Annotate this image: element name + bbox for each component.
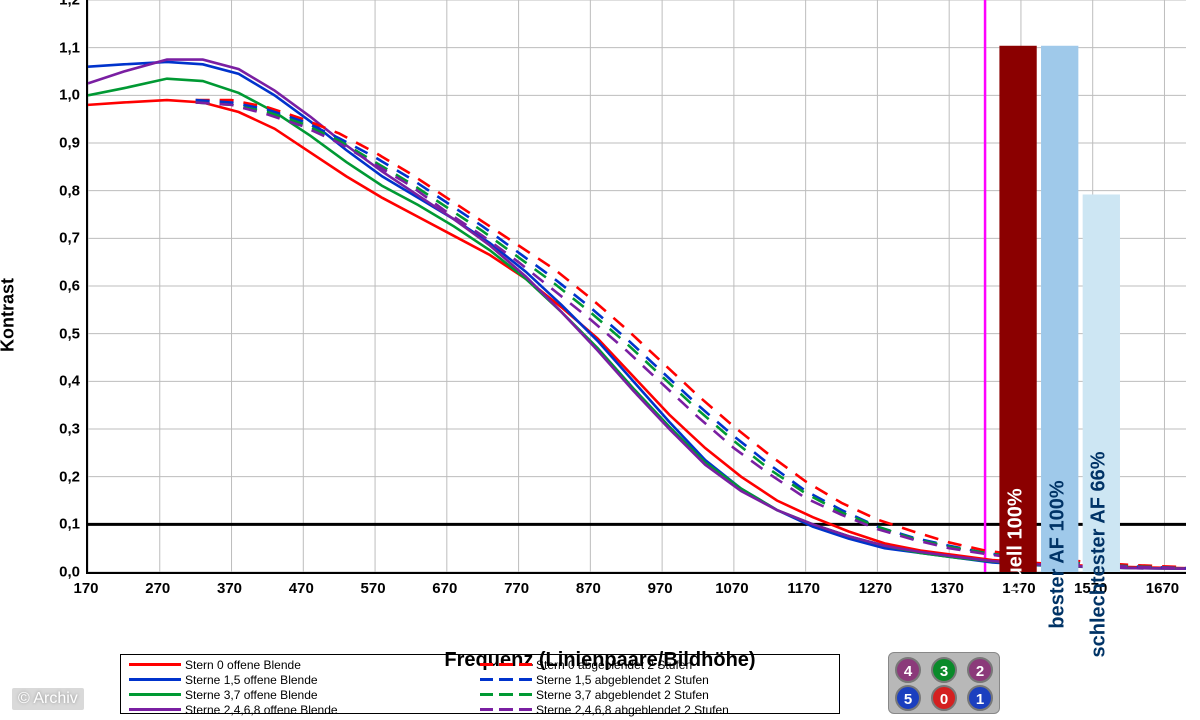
star-circle-4: 4 — [895, 657, 921, 683]
legend-swatch — [129, 708, 181, 711]
y-tick-label: 0,2 — [59, 468, 80, 485]
legend-swatch — [480, 693, 532, 696]
y-axis-label: Kontrast — [0, 278, 19, 352]
copyright-watermark: © Archiv — [12, 688, 84, 710]
x-tick-label: 1170 — [787, 580, 820, 597]
x-tick-label: 170 — [73, 580, 98, 597]
x-tick-label: 270 — [145, 580, 170, 597]
legend-label: Sterne 3,7 abgeblendet 2 Stufen — [536, 688, 709, 702]
chart-container: Kontrast 0,00,10,20,30,40,50,60,70,80,91… — [14, 0, 1186, 630]
x-tick-label: 1270 — [859, 580, 892, 597]
y-tick-label: 1,0 — [59, 87, 80, 104]
legend-box: Stern 0 offene BlendeSterne 1,5 offene B… — [120, 654, 840, 714]
x-tick-label: 670 — [432, 580, 457, 597]
x-tick-label: 1070 — [715, 580, 748, 597]
star-circle-1: 1 — [967, 685, 993, 711]
legend-label: Sterne 2,4,6,8 abgeblendet 2 Stufen — [536, 703, 729, 717]
y-tick-label: 0,4 — [59, 373, 80, 390]
legend-item: Stern 0 offene Blende — [129, 657, 480, 672]
x-tick-label: 870 — [576, 580, 601, 597]
legend-label: Sterne 1,5 offene Blende — [185, 673, 318, 687]
legend-swatch — [480, 708, 532, 711]
y-tick-label: 1,1 — [59, 39, 80, 56]
x-tick-label: 770 — [504, 580, 529, 597]
y-tick-label: 0,0 — [59, 564, 80, 581]
bar-label: schlechtester AF 66% — [1088, 451, 1111, 657]
legend-right-col: Stern 0 abgeblendet 2 StufenSterne 1,5 a… — [480, 657, 831, 711]
y-tick-label: 0,7 — [59, 230, 80, 247]
star-position-diagram: 432 501 — [888, 652, 1000, 714]
star-circle-2: 2 — [967, 657, 993, 683]
x-tick-label: 370 — [217, 580, 242, 597]
x-tick-label: 570 — [361, 580, 386, 597]
legend-item: Sterne 2,4,6,8 offene Blende — [129, 702, 480, 717]
x-tick-label: 1370 — [930, 580, 963, 597]
legend-swatch — [480, 663, 532, 666]
bar-label: manuell 100% — [1005, 488, 1028, 620]
star-circle-3: 3 — [931, 657, 957, 683]
legend-item: Sterne 3,7 abgeblendet 2 Stufen — [480, 687, 831, 702]
y-tick-label: 0,8 — [59, 182, 80, 199]
series-sterne-2-4-6-8-abgeblendet-2-stufen — [196, 102, 1186, 568]
legend-swatch — [129, 678, 181, 681]
y-tick-label: 0,9 — [59, 135, 80, 152]
legend-item: Sterne 1,5 offene Blende — [129, 672, 480, 687]
legend-swatch — [129, 693, 181, 696]
y-tick-label: 0,5 — [59, 325, 80, 342]
legend-swatch — [480, 678, 532, 681]
legend-label: Sterne 3,7 offene Blende — [185, 688, 318, 702]
legend-label: Sterne 2,4,6,8 offene Blende — [185, 703, 338, 717]
x-tick-label: 970 — [648, 580, 673, 597]
y-tick-label: 0,3 — [59, 421, 80, 438]
x-tick-label: 1670 — [1146, 580, 1179, 597]
legend-item: Sterne 1,5 abgeblendet 2 Stufen — [480, 672, 831, 687]
legend-item: Sterne 3,7 offene Blende — [129, 687, 480, 702]
legend-label: Sterne 1,5 abgeblendet 2 Stufen — [536, 673, 709, 687]
y-tick-label: 1,2 — [59, 0, 80, 9]
bar-label: bester AF 100% — [1046, 480, 1069, 628]
legend-label: Stern 0 offene Blende — [185, 658, 301, 672]
star-circle-0: 0 — [931, 685, 957, 711]
legend-left-col: Stern 0 offene BlendeSterne 1,5 offene B… — [129, 657, 480, 711]
legend-swatch — [129, 663, 181, 666]
series-sterne-3-7-abgeblendet-2-stufen — [196, 102, 1186, 568]
legend-item: Stern 0 abgeblendet 2 Stufen — [480, 657, 831, 672]
x-tick-label: 470 — [289, 580, 314, 597]
legend-label: Stern 0 abgeblendet 2 Stufen — [536, 658, 692, 672]
star-circle-5: 5 — [895, 685, 921, 711]
y-tick-label: 0,6 — [59, 278, 80, 295]
y-tick-label: 0,1 — [59, 516, 80, 533]
legend-item: Sterne 2,4,6,8 abgeblendet 2 Stufen — [480, 702, 831, 717]
